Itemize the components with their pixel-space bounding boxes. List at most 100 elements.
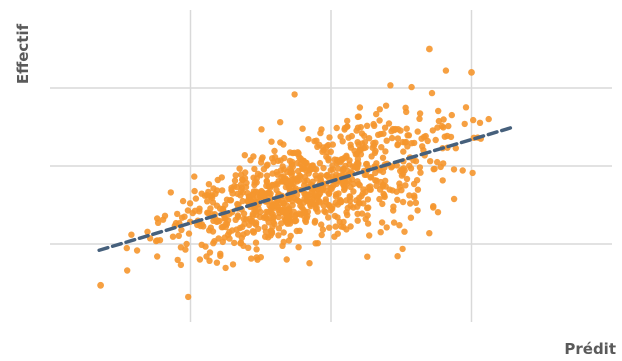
data-point [305, 170, 312, 177]
data-point [240, 215, 247, 223]
data-point [271, 147, 278, 155]
data-point [343, 226, 350, 233]
data-point [358, 210, 366, 217]
data-point [335, 190, 342, 197]
data-point [344, 117, 351, 125]
data-point [206, 227, 213, 234]
data-point [348, 176, 356, 183]
data-point [280, 229, 287, 236]
data-point [422, 132, 429, 140]
data-point [311, 138, 318, 145]
data-point [210, 185, 217, 192]
data-point [248, 218, 255, 225]
data-point [363, 160, 370, 168]
data-point [416, 164, 424, 171]
data-point [432, 136, 439, 144]
data-point [365, 135, 373, 142]
data-point [327, 148, 334, 155]
data-point [424, 137, 431, 145]
data-point [292, 217, 300, 225]
data-point [383, 137, 390, 144]
data-point [373, 182, 380, 190]
data-point [416, 115, 423, 123]
data-point [358, 130, 366, 137]
data-point [239, 176, 246, 183]
data-point [363, 122, 371, 129]
data-point [297, 202, 304, 209]
data-point [322, 196, 329, 203]
data-point [390, 219, 398, 226]
data-point [407, 214, 415, 221]
data-point [234, 213, 242, 221]
data-point [269, 182, 277, 189]
data-point [401, 167, 408, 174]
data-point [439, 177, 446, 184]
data-point [358, 140, 366, 147]
data-point [186, 200, 194, 207]
data-point [462, 104, 470, 111]
data-point [196, 256, 204, 263]
data-point [128, 231, 135, 238]
data-point [368, 173, 375, 181]
data-point [325, 157, 332, 164]
data-point [207, 193, 214, 200]
data-point [349, 163, 357, 170]
data-point [262, 228, 270, 235]
data-point [253, 246, 260, 253]
data-point [429, 127, 436, 134]
data-point [452, 145, 459, 152]
data-point [331, 212, 339, 220]
data-point [450, 166, 458, 173]
data-point [376, 106, 383, 113]
data-point [469, 169, 476, 177]
data-point [292, 176, 300, 183]
data-point [280, 238, 287, 246]
data-point [286, 157, 294, 165]
data-point [428, 89, 436, 97]
data-point [445, 122, 452, 130]
data-point [356, 194, 363, 202]
data-point [396, 180, 403, 187]
data-point [268, 138, 275, 145]
data-point [399, 245, 406, 253]
data-point [324, 171, 331, 179]
data-point [191, 187, 198, 195]
data-point [251, 181, 258, 189]
data-point [296, 227, 303, 234]
data-point [356, 104, 364, 111]
data-point [174, 210, 181, 218]
data-point [408, 140, 415, 147]
data-point [354, 124, 362, 131]
data-point [401, 228, 408, 235]
data-point [182, 246, 189, 253]
data-point [237, 192, 244, 199]
data-point [311, 217, 319, 225]
data-point [407, 200, 414, 207]
data-point [192, 195, 200, 202]
data-point [231, 177, 239, 184]
data-point [403, 175, 411, 183]
data-point [387, 82, 394, 89]
data-point [285, 195, 293, 202]
data-point [375, 131, 382, 138]
data-point [219, 187, 226, 194]
data-point [408, 83, 415, 91]
data-point [317, 177, 325, 184]
data-point [174, 256, 181, 264]
data-point [178, 226, 185, 234]
data-point [207, 205, 214, 212]
data-point [191, 173, 198, 180]
data-point [191, 207, 199, 214]
data-point [275, 213, 282, 221]
data-point [364, 253, 371, 260]
data-point [354, 217, 361, 224]
data-point [232, 172, 239, 179]
data-point [277, 157, 284, 164]
data-point [275, 178, 282, 185]
data-point [198, 190, 205, 197]
data-point [406, 162, 413, 169]
data-point [383, 224, 390, 231]
data-point [257, 208, 264, 216]
data-point [267, 227, 275, 235]
